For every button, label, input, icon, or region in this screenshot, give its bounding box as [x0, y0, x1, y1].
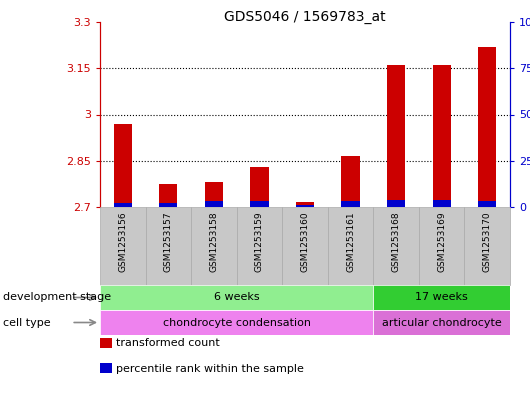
- Bar: [432, 200, 451, 207]
- Text: GDS5046 / 1569783_at: GDS5046 / 1569783_at: [224, 10, 386, 24]
- Text: GSM1253170: GSM1253170: [483, 211, 492, 272]
- Bar: [341, 202, 360, 207]
- Bar: [205, 202, 223, 207]
- FancyBboxPatch shape: [373, 207, 419, 285]
- FancyBboxPatch shape: [419, 207, 464, 285]
- Text: 17 weeks: 17 weeks: [416, 292, 468, 303]
- FancyBboxPatch shape: [100, 207, 146, 285]
- Bar: [478, 202, 496, 207]
- Bar: [159, 203, 178, 207]
- Bar: [250, 202, 269, 207]
- Bar: [296, 205, 314, 207]
- Bar: [478, 47, 496, 207]
- Text: GSM1253160: GSM1253160: [301, 211, 310, 272]
- FancyBboxPatch shape: [237, 207, 282, 285]
- Text: GSM1253156: GSM1253156: [118, 211, 127, 272]
- Bar: [387, 65, 405, 207]
- Bar: [250, 167, 269, 207]
- Bar: [373, 310, 510, 335]
- Text: GSM1253169: GSM1253169: [437, 211, 446, 272]
- Text: 6 weeks: 6 weeks: [214, 292, 260, 303]
- Text: chondrocyte condensation: chondrocyte condensation: [163, 318, 311, 327]
- Text: development stage: development stage: [3, 292, 111, 303]
- Bar: [100, 310, 373, 335]
- FancyBboxPatch shape: [146, 207, 191, 285]
- Bar: [373, 285, 510, 310]
- Text: GSM1253159: GSM1253159: [255, 211, 264, 272]
- FancyBboxPatch shape: [282, 207, 328, 285]
- Bar: [432, 65, 451, 207]
- Text: GSM1253157: GSM1253157: [164, 211, 173, 272]
- Text: GSM1253168: GSM1253168: [392, 211, 401, 272]
- Text: GSM1253158: GSM1253158: [209, 211, 218, 272]
- Bar: [296, 202, 314, 207]
- Bar: [159, 184, 178, 207]
- Bar: [100, 285, 373, 310]
- Bar: [205, 182, 223, 207]
- Bar: [387, 200, 405, 207]
- Text: percentile rank within the sample: percentile rank within the sample: [116, 364, 304, 373]
- Text: transformed count: transformed count: [116, 338, 219, 348]
- Bar: [341, 156, 360, 207]
- Bar: [113, 203, 132, 207]
- Bar: [113, 124, 132, 207]
- FancyBboxPatch shape: [464, 207, 510, 285]
- FancyBboxPatch shape: [328, 207, 373, 285]
- Text: cell type: cell type: [3, 318, 50, 327]
- FancyBboxPatch shape: [191, 207, 237, 285]
- Text: GSM1253161: GSM1253161: [346, 211, 355, 272]
- Text: articular chondrocyte: articular chondrocyte: [382, 318, 501, 327]
